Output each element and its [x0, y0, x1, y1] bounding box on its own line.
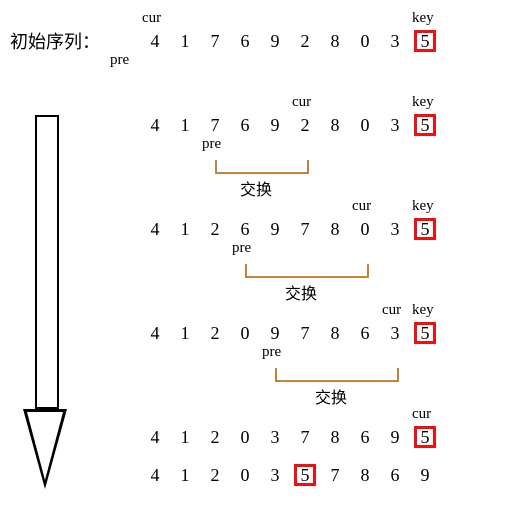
seq-cell: 3 [380, 31, 410, 52]
seq-cell: 7 [320, 465, 350, 486]
title-label: 初始序列： [10, 28, 140, 54]
seq-cell: 5 [290, 464, 320, 486]
seq-cell: 9 [260, 219, 290, 240]
seq-cell: 6 [350, 427, 380, 448]
seq-cell: 1 [170, 465, 200, 486]
seq-cell: 1 [170, 219, 200, 240]
seq-cell: 4 [140, 323, 170, 344]
key-box: 5 [414, 30, 436, 52]
seq-cell: 0 [350, 31, 380, 52]
seq-cell: 6 [350, 323, 380, 344]
swap-label: 交换 [240, 176, 272, 200]
seq-cell: 7 [290, 323, 320, 344]
seq-cell: 2 [290, 115, 320, 136]
seq-cell: 7 [200, 115, 230, 136]
seq-cell: 7 [290, 427, 320, 448]
seq-cell: 2 [200, 427, 230, 448]
seq-cell: 2 [200, 219, 230, 240]
seq-cell: 9 [410, 465, 440, 486]
seq-cell: 1 [170, 427, 200, 448]
seq-cell: 9 [260, 323, 290, 344]
cur-label: cur [142, 10, 161, 27]
seq-cell: 0 [230, 465, 260, 486]
seq-cell: 5 [410, 218, 440, 240]
seq-cell: 2 [200, 323, 230, 344]
pre-label: pre [262, 344, 281, 361]
key-label: key [412, 94, 434, 111]
seq-cell: 2 [200, 465, 230, 486]
seq-cell: 4 [140, 219, 170, 240]
seq-cell: 8 [320, 219, 350, 240]
cur-label: cur [352, 198, 371, 215]
seq-cell: 6 [230, 31, 260, 52]
seq-cell: 1 [170, 115, 200, 136]
seq-cell: 6 [230, 219, 260, 240]
seq-cell: 0 [230, 323, 260, 344]
key-box: 5 [414, 218, 436, 240]
seq-cell: 8 [350, 465, 380, 486]
seq-cell: 5 [410, 322, 440, 344]
seq-cell: 4 [140, 31, 170, 52]
key-box: 5 [414, 114, 436, 136]
swap-bracket [275, 368, 399, 382]
seq-cell: 6 [230, 115, 260, 136]
seq-cell: 4 [140, 465, 170, 486]
cur-label: cur [382, 302, 401, 319]
seq-cell: 3 [260, 427, 290, 448]
seq-cell: 0 [350, 115, 380, 136]
cur-label: cur [292, 94, 311, 111]
key-label: key [412, 198, 434, 215]
key-box: 5 [414, 322, 436, 344]
seq-cell: 3 [380, 323, 410, 344]
seq-cell: 0 [230, 427, 260, 448]
key-box: 5 [294, 464, 316, 486]
seq-cell: 3 [380, 115, 410, 136]
seq-cell: 8 [320, 323, 350, 344]
pre-label: pre [110, 52, 129, 69]
seq-cell: 7 [200, 31, 230, 52]
seq-cell: 3 [260, 465, 290, 486]
progress-arrow [35, 115, 67, 489]
seq-cell: 0 [350, 219, 380, 240]
seq-cell: 1 [170, 31, 200, 52]
seq-cell: 1 [170, 323, 200, 344]
seq-cell: 7 [290, 219, 320, 240]
pre-label: pre [202, 136, 221, 153]
seq-cell: 9 [260, 31, 290, 52]
seq-cell: 8 [320, 31, 350, 52]
swap-label: 交换 [285, 280, 317, 304]
cur-label: cur [412, 406, 431, 423]
seq-cell: 5 [410, 30, 440, 52]
pre-label: pre [232, 240, 251, 257]
seq-cell: 4 [140, 115, 170, 136]
swap-bracket [245, 264, 369, 278]
key-label: key [412, 10, 434, 27]
seq-cell: 4 [140, 427, 170, 448]
seq-cell: 3 [380, 219, 410, 240]
seq-cell: 8 [320, 115, 350, 136]
swap-bracket [215, 160, 309, 174]
seq-cell: 9 [380, 427, 410, 448]
seq-cell: 9 [260, 115, 290, 136]
seq-cell: 5 [410, 426, 440, 448]
seq-cell: 5 [410, 114, 440, 136]
seq-cell: 6 [380, 465, 410, 486]
seq-cell: 2 [290, 31, 320, 52]
key-label: key [412, 302, 434, 319]
seq-cell: 8 [320, 427, 350, 448]
key-box: 5 [414, 426, 436, 448]
swap-label: 交换 [315, 384, 347, 408]
